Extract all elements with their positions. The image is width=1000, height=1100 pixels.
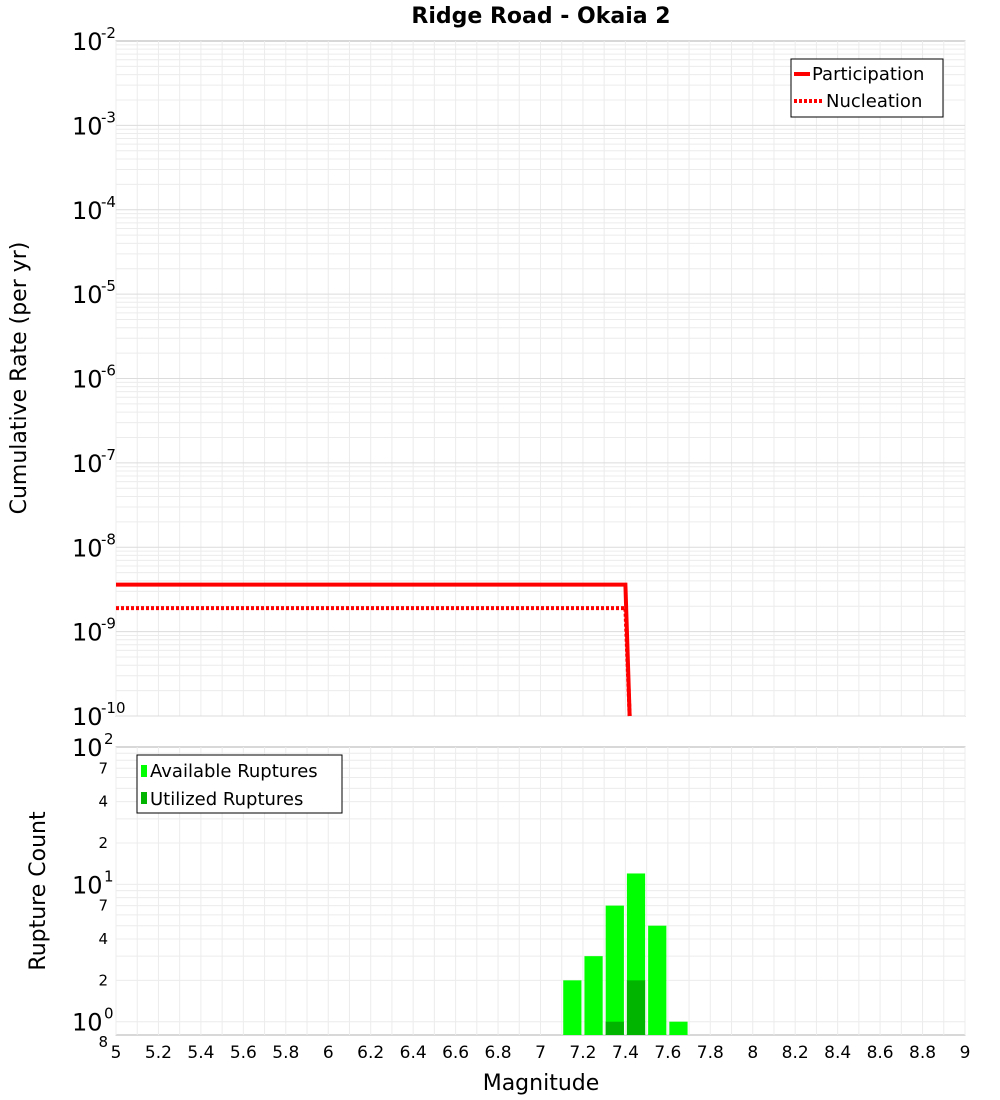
available-rupture-bar <box>669 1021 688 1035</box>
count-y-minor-tick-label: 7 <box>98 759 108 777</box>
count-y-minor-tick-label: 4 <box>98 930 108 948</box>
available-rupture-bar <box>605 905 624 1035</box>
rate-y-axis-label: Cumulative Rate (per yr) <box>7 242 32 515</box>
x-tick-label: 5.6 <box>230 1043 257 1063</box>
rate-gridlines <box>115 41 966 717</box>
utilized-rupture-bar <box>605 1021 624 1035</box>
x-tick-label: 8.8 <box>909 1043 936 1063</box>
x-tick-label: 8 <box>747 1043 758 1063</box>
rate-y-tick-exponent: -8 <box>101 530 116 548</box>
rate-legend-box <box>790 58 944 118</box>
count-y-minor-tick-label: 4 <box>98 793 108 811</box>
rate-y-tick-label: 10 <box>72 112 103 140</box>
x-tick-label: 6.4 <box>400 1043 427 1063</box>
x-tick-label: 6.8 <box>485 1043 512 1063</box>
x-tick-label: 6.2 <box>357 1043 384 1063</box>
x-tick-label: 8.2 <box>782 1043 809 1063</box>
x-tick-label: 6.6 <box>442 1043 469 1063</box>
x-tick-label: 9 <box>960 1043 971 1063</box>
available-rupture-bar <box>563 980 582 1035</box>
count-y-minor-tick-label: 7 <box>98 897 108 915</box>
rate-y-ticks: 10-210-310-410-510-610-710-810-910-10 <box>72 24 126 731</box>
rate-y-tick-exponent: -7 <box>101 446 116 464</box>
legend-available-label: Available Ruptures <box>150 761 318 782</box>
x-tick-label: 7 <box>535 1043 546 1063</box>
rate-y-tick-label: 10 <box>72 450 103 478</box>
utilized-rupture-bar <box>626 980 646 1035</box>
count-y-tick-exponent: 0 <box>104 1005 114 1023</box>
rate-series <box>116 582 632 717</box>
x-tick-label: 8.6 <box>867 1043 894 1063</box>
nucleation-line <box>116 606 632 717</box>
chart-title: Ridge Road - Okaia 2 <box>411 4 670 29</box>
rate-y-tick-label: 10 <box>72 28 103 56</box>
rate-y-tick-exponent: -3 <box>101 108 116 126</box>
count-y-tick-exponent: 1 <box>104 867 114 885</box>
x-tick-label: 7.4 <box>612 1043 639 1063</box>
x-tick-label: 5.8 <box>272 1043 299 1063</box>
rate-y-tick-label: 10 <box>72 197 103 225</box>
x-tick-label: 8.4 <box>824 1043 851 1063</box>
x-tick-labels: 5 5.2 5.4 5.6 5.8 6 6.2 6.4 6.6 6.8 7 7.2 7.4 7.6 7.8 8… <box>111 1043 971 1063</box>
x-tick-label: 7.8 <box>697 1043 724 1063</box>
count-legend-box <box>136 754 343 814</box>
rate-y-tick-exponent: -10 <box>101 699 126 717</box>
x-tick-label: 7.6 <box>654 1043 681 1063</box>
rate-y-tick-label: 10 <box>72 366 103 394</box>
legend-available-swatch <box>141 765 147 777</box>
legend-nucleation-label: Nucleation <box>826 91 922 112</box>
x-tick-label: 5 <box>111 1043 122 1063</box>
participation-line <box>116 582 632 717</box>
x-tick-label: 7.2 <box>569 1043 596 1063</box>
rate-y-tick-exponent: -5 <box>101 277 116 295</box>
count-y-tick-label: 10 <box>72 734 103 762</box>
count-y-axis-label: Rupture Count <box>26 811 51 971</box>
rate-y-tick-exponent: -4 <box>101 193 116 211</box>
count-y-tick-label: 10 <box>72 871 103 899</box>
rate-y-tick-label: 10 <box>72 281 103 309</box>
x-tick-label: 6 <box>323 1043 334 1063</box>
count-y-minor-tick-label: 8 <box>98 1033 108 1051</box>
available-rupture-bar <box>584 956 603 1035</box>
legend-utilized-label: Utilized Ruptures <box>150 789 303 810</box>
rate-y-tick-exponent: -2 <box>101 24 116 42</box>
rate-legend: Participation Nucleation <box>790 58 944 118</box>
rate-y-tick-label: 10 <box>72 703 103 731</box>
count-bars <box>563 873 688 1035</box>
x-tick-label: 5.2 <box>145 1043 172 1063</box>
legend-participation-label: Participation <box>812 64 924 85</box>
legend-utilized-swatch <box>141 792 147 804</box>
count-y-tick-exponent: 2 <box>104 730 114 748</box>
x-axis-label: Magnitude <box>483 1071 600 1096</box>
rate-y-tick-label: 10 <box>72 619 103 647</box>
x-tick-label: 5.4 <box>187 1043 214 1063</box>
available-rupture-bar <box>648 925 667 1035</box>
rate-y-tick-label: 10 <box>72 534 103 562</box>
count-y-tick-label: 10 <box>72 1009 103 1037</box>
count-legend: Available Ruptures Utilized Ruptures <box>136 754 343 814</box>
rate-y-tick-exponent: -6 <box>101 362 116 380</box>
count-y-minor-tick-label: 2 <box>98 971 108 989</box>
rate-panel: 10-210-310-410-510-610-710-810-910-10 Cu… <box>7 24 966 731</box>
count-y-minor-tick-label: 2 <box>98 834 108 852</box>
rate-y-tick-exponent: -9 <box>101 615 116 633</box>
